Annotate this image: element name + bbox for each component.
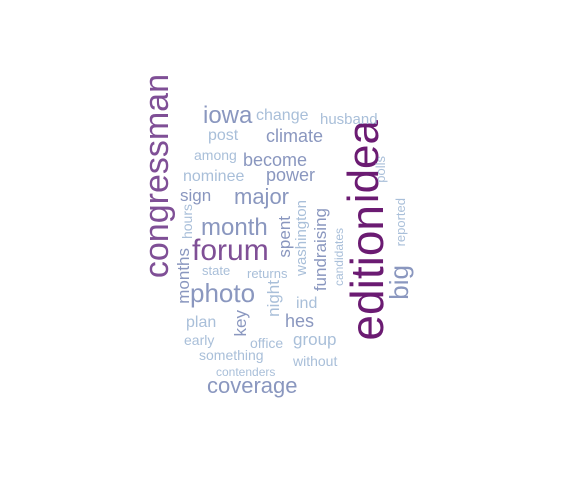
word-reported: reported bbox=[393, 198, 408, 247]
word-coverage: coverage bbox=[207, 373, 298, 398]
word-photo: photo bbox=[190, 278, 256, 308]
word-state: state bbox=[202, 263, 231, 278]
word-something: something bbox=[199, 347, 264, 363]
word-sign: sign bbox=[180, 186, 212, 205]
word-post: post bbox=[208, 127, 239, 144]
word-among: among bbox=[194, 147, 237, 163]
word-candidates: candidates bbox=[332, 228, 346, 287]
word-returns: returns bbox=[247, 266, 288, 281]
word-climate: climate bbox=[266, 126, 324, 146]
word-polls: polls bbox=[373, 156, 388, 183]
word-month: month bbox=[201, 214, 268, 241]
word-fundraising: fundraising bbox=[311, 208, 330, 292]
word-husband: husband bbox=[320, 111, 378, 128]
word-key: key bbox=[231, 310, 250, 337]
word-night: night bbox=[264, 280, 283, 317]
word-power: power bbox=[266, 165, 316, 185]
word-hes: hes bbox=[285, 311, 315, 331]
word-office: office bbox=[250, 335, 284, 351]
word-ind: ind bbox=[296, 295, 318, 312]
word-group: group bbox=[293, 330, 337, 349]
word-major: major bbox=[234, 184, 290, 209]
word-without: without bbox=[293, 353, 338, 369]
word-congressman: congressman bbox=[138, 74, 176, 279]
word-early: early bbox=[184, 332, 215, 348]
word-change: change bbox=[256, 107, 309, 124]
word-spent: spent bbox=[275, 216, 294, 258]
word-plan: plan bbox=[186, 314, 217, 331]
word-contenders: contenders bbox=[216, 365, 276, 379]
word-become: become bbox=[243, 150, 308, 170]
word-washington: washington bbox=[293, 200, 310, 276]
word-forum: forum bbox=[192, 234, 269, 267]
word-big: big bbox=[384, 265, 414, 300]
word-iowa: iowa bbox=[203, 102, 253, 129]
word-nominee: nominee bbox=[183, 168, 245, 185]
